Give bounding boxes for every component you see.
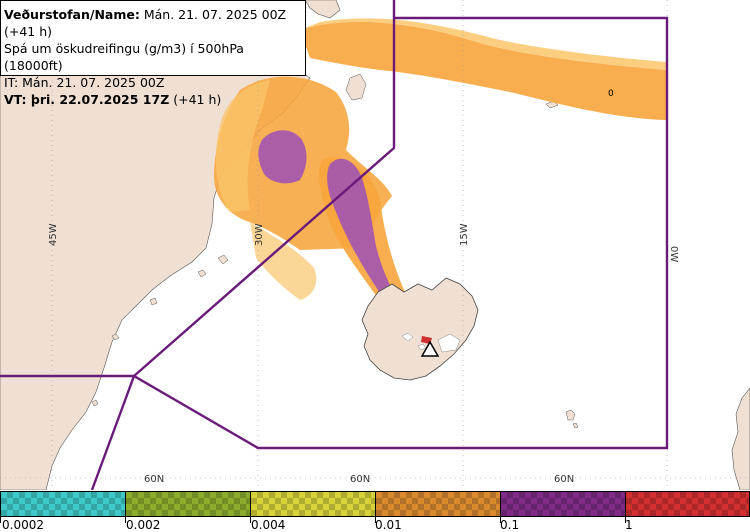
legend-swatch-6 [625,491,750,517]
info-line-3: IT: Mán. 21. 07. 2025 00Z [4,75,165,90]
legend-label-2: 0.002 [126,518,161,532]
legend-swatch-5 [500,491,626,517]
legend-swatch-3 [250,491,376,517]
lon-label-30w: 30W [254,223,265,246]
info-line-2: Spá um öskudreifingu (g/m3) í 500hPa (18… [4,41,244,73]
lat-label-3: 60N [554,474,574,485]
legend-swatch-4 [375,491,501,517]
iceland-glacier-1 [437,333,461,353]
legend-label-1: 0.0002 [2,518,44,532]
concentration-legend: 0.0002 0.002 0.004 0.01 0.1 1 [0,490,750,532]
norway-coast [731,387,750,490]
faroe-islands [565,409,579,429]
ash-marker-label: 0 [608,89,614,99]
northern-islet [345,73,367,101]
info-line-4: VT: þri. 22.07.2025 17Z (+41 h) [4,92,222,107]
legend-label-3: 0.004 [251,518,286,532]
ash-purple-patch [258,130,307,184]
northern-island [304,0,341,19]
legend-label-5: 0.1 [500,518,520,532]
lat-label-2: 60N [350,474,370,485]
lon-label-15w: 15W [459,223,470,246]
legend-label-6: 1 [625,518,633,532]
ash-purple-plume [327,158,428,342]
ash-band-north-light [300,18,666,70]
forecast-info-box: Veðurstofan/Name: Mán. 21. 07. 2025 00Z … [0,0,306,107]
legend-label-4: 0.01 [375,518,402,532]
lon-label-0w: 0W [668,246,679,262]
ash-fringe-south [250,222,317,300]
iceland [361,277,479,381]
info-line-1: Veðurstofan/Name: Mán. 21. 07. 2025 00Z … [4,7,287,39]
ash-band-north [300,21,666,120]
legend-swatch-2 [125,491,251,517]
lat-label-1: 60N [144,474,164,485]
legend-swatch-1 [0,491,126,517]
lon-label-45w: 45W [48,223,59,246]
ash-mass-west-light [215,80,270,212]
ash-forecast-map: 0 45W 30W 15W 0W 60N 60N 60N [0,0,750,490]
volcano-marker-icon [420,340,440,357]
fir-boundaries [0,0,669,490]
greenland-islands [91,254,229,407]
